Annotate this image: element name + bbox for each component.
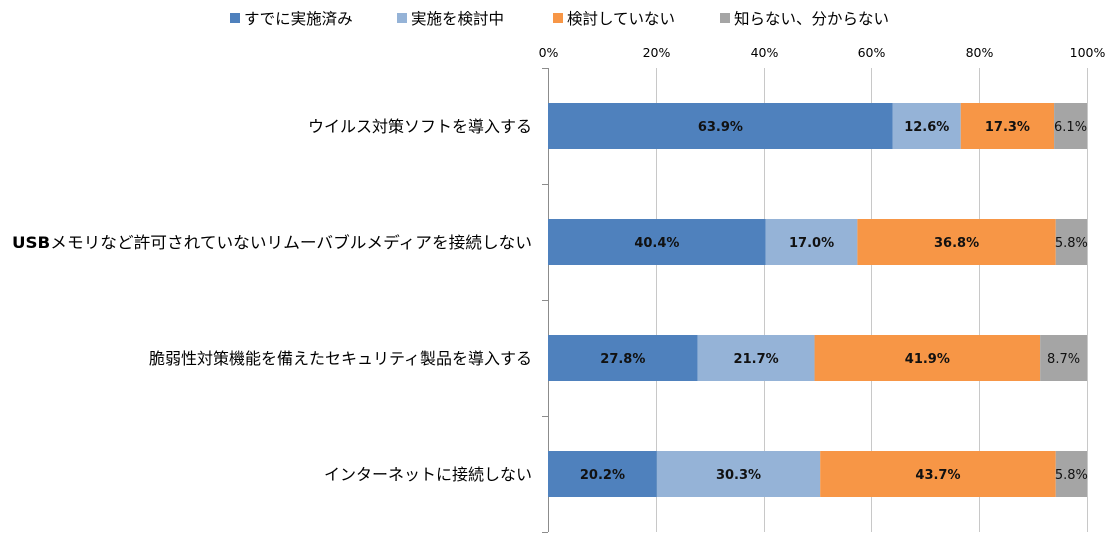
legend: すでに実施済み 実施を検討中 検討していない 知らない、分からない: [230, 10, 889, 28]
x-tick-label: 60%: [858, 45, 886, 60]
x-tick-label: 0%: [539, 45, 559, 60]
x-tick-label: 100%: [1070, 45, 1106, 60]
data-label: 30.3%: [716, 468, 761, 483]
bar-segment: [548, 451, 657, 497]
bar-segment: [548, 335, 698, 381]
bar-segment: [1054, 103, 1087, 149]
bar-segment: [1055, 451, 1087, 497]
legend-label: すでに実施済み: [244, 10, 353, 28]
data-label: 27.8%: [600, 352, 645, 367]
data-label: 21.7%: [734, 352, 779, 367]
bar-segment: [1055, 219, 1087, 265]
data-label: 40.4%: [634, 236, 679, 251]
bar-segment: [1040, 335, 1087, 381]
legend-swatch: [553, 13, 563, 23]
category-label: ウイルス対策ソフトを導入する: [308, 117, 532, 136]
bar-segment: [892, 103, 961, 149]
bar-segment: [548, 219, 766, 265]
data-label: 5.8%: [1055, 236, 1088, 251]
bars: 63.9% 12.6% 17.3% 6.1% 40.4% 17.0% 36.8% 5.8% 27…: [548, 103, 1088, 497]
legend-label: 知らない、分からない: [734, 10, 889, 28]
legend-swatch: [720, 13, 730, 23]
x-tick-label: 20%: [643, 45, 671, 60]
bar-segment: [697, 335, 815, 381]
category-labels: ウイルス対策ソフトを導入する USBメモリなど許可されていないリムーバブルメディア…: [12, 117, 532, 484]
data-label: 5.8%: [1055, 468, 1088, 483]
data-label: 17.3%: [985, 120, 1030, 135]
bar-segment: [857, 219, 1056, 265]
bar-segment: [960, 103, 1055, 149]
data-label: 36.8%: [934, 236, 979, 251]
x-tick-label: 40%: [751, 45, 779, 60]
bar-segment: [548, 103, 893, 149]
legend-label: 実施を検討中: [411, 10, 504, 28]
data-label: 20.2%: [580, 468, 625, 483]
bar-segment: [820, 451, 1056, 497]
data-label: 17.0%: [789, 236, 834, 251]
legend-swatch: [397, 13, 407, 23]
category-label: インターネットに接続しない: [324, 465, 532, 484]
data-label: 12.6%: [904, 120, 949, 135]
y-axis: [542, 68, 549, 533]
category-label: 脆弱性対策機能を備えたセキュリティ製品を導入する: [149, 349, 532, 368]
data-label: 41.9%: [905, 352, 950, 367]
category-label: USBメモリなど許可されていないリムーバブルメディアを接続しない: [12, 233, 532, 252]
data-label: 6.1%: [1054, 120, 1087, 135]
data-label: 43.7%: [915, 468, 960, 483]
x-tick-label: 80%: [966, 45, 994, 60]
bar-segment: [656, 451, 821, 497]
legend-label: 検討していない: [567, 10, 675, 28]
bar-segment: [765, 219, 858, 265]
legend-swatch: [230, 13, 240, 23]
bar-segment: [814, 335, 1041, 381]
data-label: 8.7%: [1047, 352, 1080, 367]
x-axis-ticks: 0% 20% 40% 60% 80% 100%: [539, 45, 1106, 60]
data-label: 63.9%: [698, 120, 743, 135]
